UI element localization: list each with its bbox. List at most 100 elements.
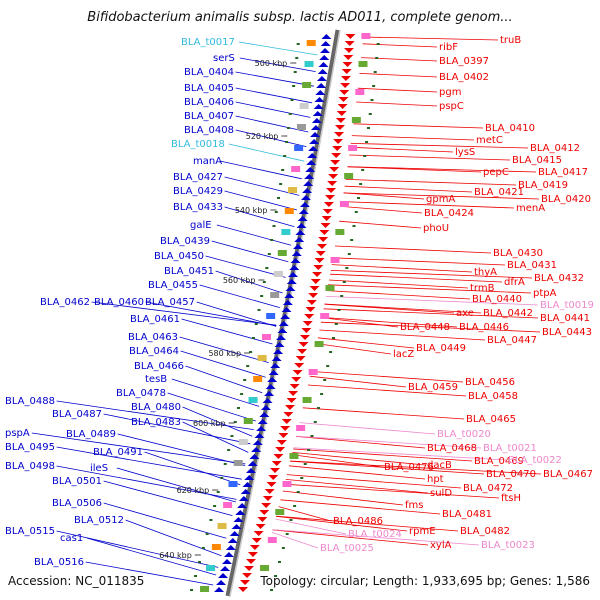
- gene-label-BLA_0431[interactable]: BLA_0431: [507, 260, 557, 271]
- gene-label-BLA_0498[interactable]: BLA_0498: [5, 461, 55, 472]
- gene-label-BLA_t0018[interactable]: BLA_t0018: [171, 139, 225, 150]
- gene-label-BLA_0404[interactable]: BLA_0404: [184, 67, 234, 78]
- gene-label-sulD[interactable]: sulD: [430, 488, 452, 499]
- gene-label-serS[interactable]: serS: [213, 53, 235, 64]
- gene-label-lysS[interactable]: lysS: [455, 147, 475, 158]
- gene-label-BLA_t0020[interactable]: BLA_t0020: [437, 429, 491, 440]
- gene-label-BLA_0476[interactable]: BLA_0476: [384, 462, 434, 473]
- gene-label-galE[interactable]: galE: [190, 220, 212, 231]
- gene-label-tesB[interactable]: tesB: [145, 374, 167, 385]
- gene-label-BLA_0450[interactable]: BLA_0450: [154, 251, 204, 262]
- gene-label-BLA_0495[interactable]: BLA_0495: [5, 442, 55, 453]
- gene-label-BLA_t0025[interactable]: BLA_t0025: [320, 543, 374, 554]
- gene-label-fms[interactable]: fms: [405, 500, 423, 511]
- gene-label-BLA_0456[interactable]: BLA_0456: [465, 377, 515, 388]
- gene-label-dfrA[interactable]: dfrA: [504, 277, 525, 288]
- gene-label-BLA_0432[interactable]: BLA_0432: [534, 273, 584, 284]
- gene-label-BLA_0459[interactable]: BLA_0459: [408, 382, 458, 393]
- gene-label-BLA_0402[interactable]: BLA_0402: [439, 72, 489, 83]
- gene-label-dacB[interactable]: dacB: [427, 460, 452, 471]
- gene-label-ileS[interactable]: ileS: [90, 463, 108, 474]
- gene-label-BLA_0489[interactable]: BLA_0489: [66, 429, 116, 440]
- gene-label-BLA_0482[interactable]: BLA_0482: [460, 526, 510, 537]
- gene-label-BLA_0430[interactable]: BLA_0430: [493, 248, 543, 259]
- gene-label-BLA_0468[interactable]: BLA_0468: [427, 443, 477, 454]
- gene-label-BLA_0415[interactable]: BLA_0415: [512, 155, 562, 166]
- gene-label-hpt[interactable]: hpt: [427, 474, 444, 485]
- gene-label-BLA_0512[interactable]: BLA_0512: [74, 515, 124, 526]
- gene-label-BLA_0491[interactable]: BLA_0491: [93, 447, 143, 458]
- gene-label-axe[interactable]: axe: [456, 308, 474, 319]
- gene-label-ftsH[interactable]: ftsH: [501, 493, 521, 504]
- gene-label-BLA_0419[interactable]: BLA_0419: [518, 180, 568, 191]
- gene-label-BLA_0455[interactable]: BLA_0455: [148, 280, 198, 291]
- gene-label-BLA_0407[interactable]: BLA_0407: [184, 111, 234, 122]
- gene-label-BLA_0440[interactable]: BLA_0440: [472, 294, 522, 305]
- gene-label-BLA_0443[interactable]: BLA_0443: [542, 327, 592, 338]
- gene-label-BLA_0420[interactable]: BLA_0420: [541, 194, 591, 205]
- gene-label-BLA_0405[interactable]: BLA_0405: [184, 83, 234, 94]
- gene-label-BLA_t0024[interactable]: BLA_t0024: [348, 529, 402, 540]
- gene-label-BLA_0447[interactable]: BLA_0447: [487, 335, 537, 346]
- gene-label-BLA_t0023[interactable]: BLA_t0023: [481, 540, 535, 551]
- gene-label-BLA_0397[interactable]: BLA_0397: [439, 56, 489, 67]
- gene-label-BLA_0446[interactable]: BLA_0446: [459, 322, 509, 333]
- gene-label-metC[interactable]: metC: [476, 135, 503, 146]
- gene-label-BLA_0429[interactable]: BLA_0429: [173, 186, 223, 197]
- gene-label-manA[interactable]: manA: [193, 156, 222, 167]
- gene-label-BLA_0483[interactable]: BLA_0483: [131, 417, 181, 428]
- gene-label-BLA_0506[interactable]: BLA_0506: [52, 498, 102, 509]
- gene-label-BLA_0466[interactable]: BLA_0466: [134, 361, 184, 372]
- gene-label-BLA_0460[interactable]: BLA_0460: [94, 297, 144, 308]
- gene-label-ptpA[interactable]: ptpA: [533, 288, 557, 299]
- gene-label-BLA_0424[interactable]: BLA_0424: [424, 208, 474, 219]
- gene-label-pepC[interactable]: pepC: [483, 167, 509, 178]
- gene-label-BLA_0461[interactable]: BLA_0461: [130, 314, 180, 325]
- gene-label-BLA_0421[interactable]: BLA_0421: [474, 187, 524, 198]
- gene-label-BLA_0465[interactable]: BLA_0465: [466, 414, 516, 425]
- gene-label-pspC[interactable]: pspC: [439, 101, 464, 112]
- gene-label-BLA_0406[interactable]: BLA_0406: [184, 97, 234, 108]
- gene-label-BLA_0410[interactable]: BLA_0410: [485, 123, 535, 134]
- gene-label-BLA_0412[interactable]: BLA_0412: [530, 143, 580, 154]
- gene-label-truB[interactable]: truB: [500, 35, 521, 46]
- gene-label-BLA_0441[interactable]: BLA_0441: [540, 313, 590, 324]
- gene-label-gpmA[interactable]: gpmA: [426, 194, 455, 205]
- gene-label-BLA_0487[interactable]: BLA_0487: [52, 409, 102, 420]
- gene-label-BLA_0472[interactable]: BLA_0472: [463, 483, 513, 494]
- gene-label-BLA_0478[interactable]: BLA_0478: [116, 388, 166, 399]
- gene-label-BLA_0448[interactable]: BLA_0448: [400, 322, 450, 333]
- gene-label-cas1[interactable]: cas1: [60, 533, 83, 544]
- gene-label-BLA_0515[interactable]: BLA_0515: [5, 526, 55, 537]
- gene-label-BLA_t0022[interactable]: BLA_t0022: [508, 455, 562, 466]
- gene-label-BLA_0442[interactable]: BLA_0442: [483, 308, 533, 319]
- gene-label-menA[interactable]: menA: [516, 203, 545, 214]
- gene-label-BLA_0463[interactable]: BLA_0463: [128, 332, 178, 343]
- gene-label-BLA_0449[interactable]: BLA_0449: [416, 343, 466, 354]
- gene-label-BLA_0408[interactable]: BLA_0408: [184, 125, 234, 136]
- gene-label-BLA_0451[interactable]: BLA_0451: [164, 266, 214, 277]
- gene-label-pgm[interactable]: pgm: [439, 87, 461, 98]
- gene-label-BLA_0481[interactable]: BLA_0481: [442, 509, 492, 520]
- gene-label-BLA_0516[interactable]: BLA_0516: [34, 557, 84, 568]
- gene-label-BLA_0486[interactable]: BLA_0486: [333, 516, 383, 527]
- gene-label-BLA_0462[interactable]: BLA_0462: [40, 297, 90, 308]
- gene-label-BLA_t0021[interactable]: BLA_t0021: [483, 443, 537, 454]
- gene-label-phoU[interactable]: phoU: [423, 223, 449, 234]
- gene-label-BLA_0439[interactable]: BLA_0439: [160, 236, 210, 247]
- gene-label-BLA_0458[interactable]: BLA_0458: [468, 391, 518, 402]
- gene-label-BLA_0464[interactable]: BLA_0464: [129, 346, 179, 357]
- gene-label-BLA_0427[interactable]: BLA_0427: [173, 172, 223, 183]
- gene-label-BLA_t0017[interactable]: BLA_t0017: [181, 37, 235, 48]
- gene-label-xylA[interactable]: xylA: [430, 540, 452, 551]
- gene-label-BLA_0480[interactable]: BLA_0480: [131, 402, 181, 413]
- gene-label-thyA[interactable]: thyA: [474, 267, 497, 278]
- gene-label-trmB[interactable]: trmB: [470, 283, 495, 294]
- gene-label-BLA_0433[interactable]: BLA_0433: [173, 202, 223, 213]
- gene-label-BLA_0470[interactable]: BLA_0470: [486, 469, 536, 480]
- gene-label-rpmE[interactable]: rpmE: [409, 526, 436, 537]
- gene-label-BLA_0501[interactable]: BLA_0501: [52, 476, 102, 487]
- gene-label-BLA_t0019[interactable]: BLA_t0019: [540, 300, 594, 311]
- gene-label-BLA_0457[interactable]: BLA_0457: [145, 297, 195, 308]
- gene-label-BLA_0467[interactable]: BLA_0467: [543, 469, 593, 480]
